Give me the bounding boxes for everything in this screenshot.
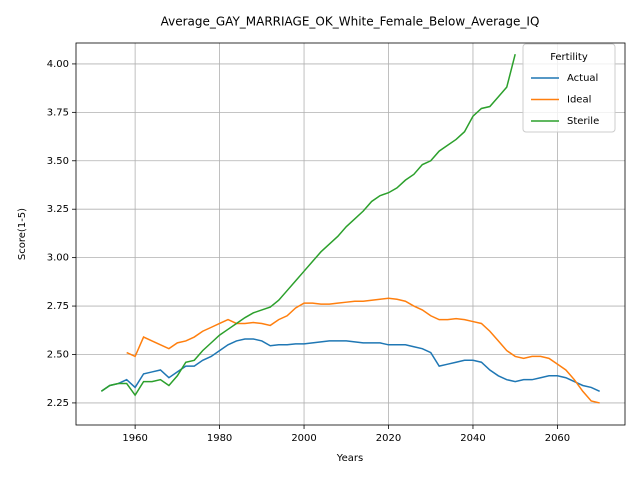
x-axis-label: Years <box>336 453 363 464</box>
x-tick-label: 2020 <box>376 433 401 444</box>
x-tick-label: 2040 <box>460 433 485 444</box>
data-line <box>100 338 600 392</box>
legend-box <box>522 43 616 133</box>
y-axis-label: Score(1-5) <box>17 208 28 260</box>
y-tick-label: 2.50 <box>47 349 69 360</box>
legend: Fertility Actual Ideal Sterile <box>522 43 616 133</box>
data-line <box>100 54 516 397</box>
legend-label: Actual <box>567 73 598 84</box>
y-tick-label: 2.75 <box>47 301 69 312</box>
y-tick-label: 3.75 <box>47 107 69 118</box>
plot-frame <box>75 42 626 426</box>
legend-title: Fertility <box>550 52 588 63</box>
y-tick-label: 3.50 <box>47 156 69 167</box>
chart-title: Average_GAY_MARRIAGE_OK_White_Female_Bel… <box>161 15 540 29</box>
legend-label: Ideal <box>567 95 591 106</box>
legend-label: Sterile <box>567 116 599 127</box>
data-line <box>126 297 600 404</box>
y-tick-label: 3.00 <box>47 253 69 264</box>
x-tick-label: 1960 <box>122 433 147 444</box>
y-tick-label: 2.25 <box>47 398 69 409</box>
y-tick-label: 4.00 <box>47 59 69 70</box>
x-tick-label: 1980 <box>207 433 232 444</box>
x-tick-label: 2000 <box>291 433 316 444</box>
y-tick-label: 3.25 <box>47 204 69 215</box>
x-tick-label: 2060 <box>545 433 570 444</box>
